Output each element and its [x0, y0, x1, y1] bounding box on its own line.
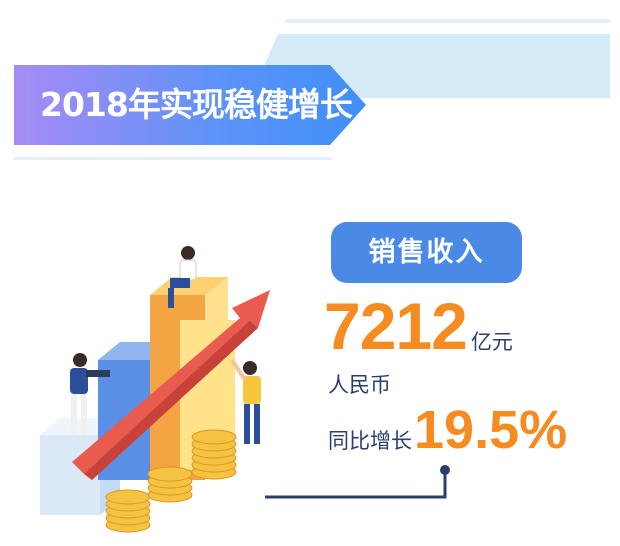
- person-sitting-laptop-icon: [168, 246, 197, 308]
- metric-currency: 人民币: [328, 373, 391, 397]
- page-title: 2018年实现稳健增长: [40, 85, 353, 124]
- metric-value-row: 7212 亿元: [324, 286, 513, 366]
- coin-stacks-icon: [105, 429, 237, 533]
- metric-unit: 亿元: [470, 330, 513, 354]
- person-pushing-icon: [230, 358, 261, 444]
- growth-row: 同比增长 19.5%: [328, 398, 567, 462]
- metric-label-badge: 销售收入: [331, 222, 522, 283]
- decorative-line-top: [285, 19, 610, 23]
- person-telescope-icon: [70, 353, 110, 434]
- title-banner: [14, 65, 366, 145]
- arrow-up-icon: [72, 290, 270, 480]
- metric-value: 7212: [324, 289, 468, 363]
- growth-illustration: [40, 246, 270, 533]
- decorative-line-bottom: [14, 157, 332, 160]
- growth-label: 同比增长: [328, 429, 412, 453]
- growth-value: 19.5%: [414, 400, 568, 460]
